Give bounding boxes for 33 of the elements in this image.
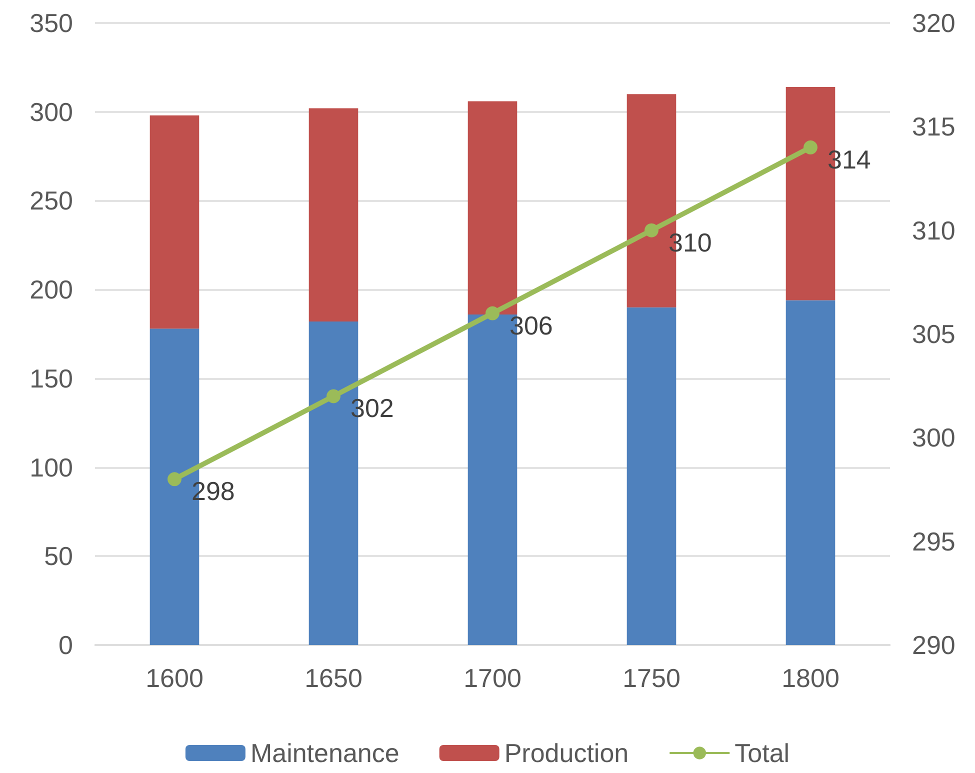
y-tick-label: 200 — [30, 274, 73, 305]
y2-tick-label: 295 — [912, 526, 956, 556]
x-tick-label: 1650 — [304, 663, 362, 693]
y-tick-label: 50 — [44, 541, 73, 572]
y-tick-label: 0 — [58, 630, 73, 660]
point — [486, 306, 500, 320]
y-tick-label: 150 — [30, 363, 73, 394]
point — [326, 389, 340, 404]
bar — [786, 300, 836, 645]
bar — [150, 115, 200, 329]
y-tick-label: 100 — [30, 452, 73, 482]
y-tick-label: 250 — [30, 186, 73, 216]
y-tick-label: 300 — [30, 96, 73, 127]
legend-label: Maintenance — [250, 738, 400, 768]
x-tick-label: 1750 — [622, 663, 680, 693]
y2-tick-label: 305 — [912, 319, 956, 349]
x-tick-label: 1600 — [146, 663, 204, 693]
x-tick-label: 1800 — [782, 663, 840, 693]
bar — [468, 101, 518, 314]
y-tick-label: 350 — [30, 8, 73, 38]
legend-label: Production — [504, 738, 629, 768]
y2-tick-label: 290 — [912, 630, 956, 660]
bar — [626, 307, 676, 645]
y2-tick-label: 310 — [912, 215, 956, 246]
y2-tick-label: 320 — [912, 8, 956, 38]
y2-tick-label: 300 — [912, 422, 956, 453]
y2-tick-label: 315 — [912, 112, 956, 142]
x-tick-label: 1700 — [464, 663, 522, 693]
point — [168, 472, 182, 486]
point — [804, 140, 818, 154]
point — [644, 223, 658, 238]
bar — [308, 108, 358, 322]
legend-label: Total — [734, 738, 790, 768]
